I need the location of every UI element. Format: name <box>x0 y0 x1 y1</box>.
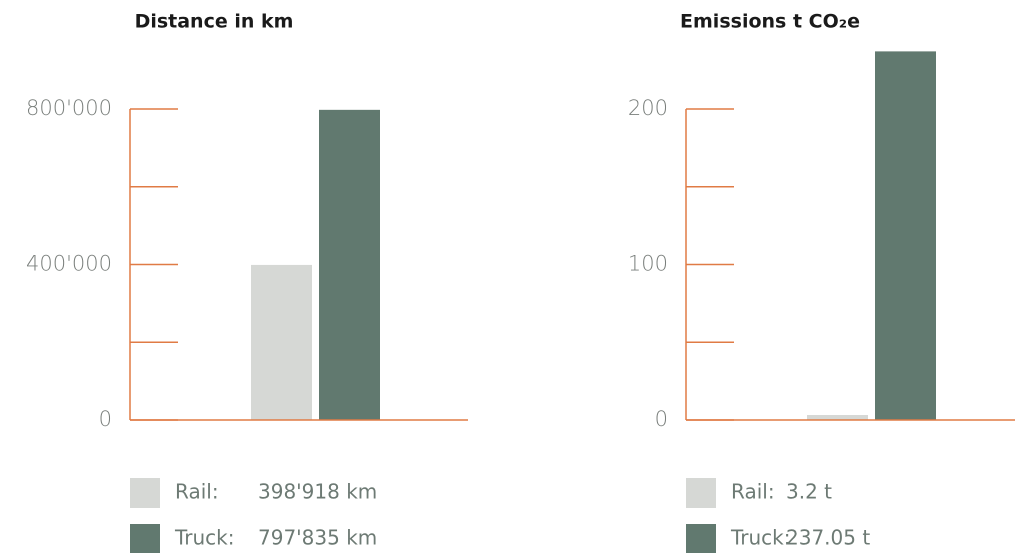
legend-label: Rail: <box>175 480 219 504</box>
value-label: 398'918 km <box>258 480 377 504</box>
legend-swatch <box>686 524 716 554</box>
bar <box>251 264 312 420</box>
y-tick-label: 200 <box>628 96 668 120</box>
bar <box>807 415 868 420</box>
y-tick-label: 0 <box>655 407 668 431</box>
value-label: 3.2 t <box>786 480 832 504</box>
legend-label: Truck: <box>174 526 235 550</box>
y-tick-label: 400'000 <box>26 252 112 276</box>
value-label: 237.05 t <box>786 526 870 550</box>
value-label: 797'835 km <box>258 526 377 550</box>
bar <box>319 109 380 420</box>
legend-swatch <box>130 524 160 554</box>
legend-label: Rail: <box>731 480 775 504</box>
legend-swatch <box>130 478 160 508</box>
y-tick-label: 800'000 <box>26 96 112 120</box>
chart-title: Distance in km <box>135 11 294 33</box>
y-tick-label: 0 <box>99 407 112 431</box>
legend-swatch <box>686 478 716 508</box>
chart-title: Emissions t CO₂e <box>680 11 860 33</box>
bar <box>875 51 936 421</box>
y-tick-label: 100 <box>628 252 668 276</box>
legend-label: Truck: <box>730 526 791 550</box>
